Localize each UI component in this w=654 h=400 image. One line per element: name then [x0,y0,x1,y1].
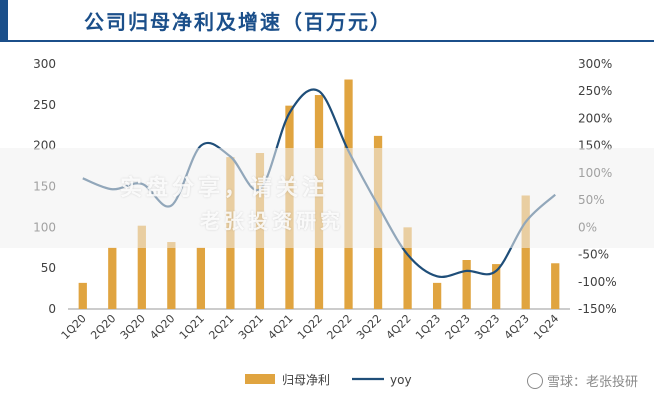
x-tick-label: 3Q20 [118,312,148,342]
bar-4Q23 [521,195,530,309]
y-left-tick-label: 0 [48,302,56,316]
y-right-tick-label: -50% [578,248,609,262]
watermark-text: 雪球：老张投研 [546,375,638,390]
x-tick-label: 2Q20 [88,312,118,342]
bar-3Q23 [492,264,501,309]
x-tick-label: 3Q21 [236,312,266,342]
title-rule [0,40,654,42]
x-tick-label: 3Q22 [354,312,384,342]
bar-1Q24 [551,263,560,309]
x-tick-label: 4Q23 [502,312,532,342]
y-right-tick-label: -150% [578,302,617,316]
bar-4Q22 [403,227,412,309]
legend-bar-swatch [245,374,275,384]
bar-2Q20 [108,247,117,309]
x-tick-label: 1Q21 [177,312,207,342]
x-tick-label: 1Q22 [295,312,325,342]
y-left-tick-label: 250 [33,98,56,112]
bar-2Q23 [462,260,471,309]
x-tick-label: 4Q21 [265,312,295,342]
bar-1Q23 [432,282,442,309]
watermark: 雪球：老张投研 [526,371,638,390]
bar-3Q20 [137,225,146,309]
y-right-tick-label: 300% [578,57,612,71]
legend-bar-label: 归母净利 [282,373,330,387]
x-tick-label: 1Q20 [59,312,89,342]
y-right-tick-label: -100% [578,275,617,289]
x-tick-label: 2Q21 [206,312,236,342]
title-bar: 公司归母净利及增速（百万元） [0,0,654,40]
x-tick-label: 3Q23 [472,312,502,342]
bar-4Q20 [167,242,176,309]
x-tick-label: 4Q22 [384,312,414,342]
snowball-logo-icon [526,373,543,389]
blur-overlay [0,148,654,248]
x-tick-label: 2Q22 [324,312,354,342]
y-right-tick-label: 200% [578,111,612,125]
x-tick-label: 1Q23 [413,312,443,342]
bar-1Q21 [196,247,206,309]
overlay-text-2: 老张投资研究 [200,209,344,233]
x-tick-label: 4Q20 [147,312,177,342]
x-tick-label: 2Q23 [443,312,473,342]
bar-1Q20 [78,282,87,309]
legend-line-label: yoy [390,373,412,387]
y-left-tick-label: 300 [33,57,56,71]
chart-title: 公司归母净利及增速（百万元） [84,10,392,34]
y-right-tick-label: 250% [578,84,612,98]
x-tick-label: 1Q24 [531,312,561,342]
title-accent [0,0,8,40]
overlay-text-1: 实盘分享，请关注 [120,176,329,201]
y-left-tick-label: 50 [41,261,56,275]
